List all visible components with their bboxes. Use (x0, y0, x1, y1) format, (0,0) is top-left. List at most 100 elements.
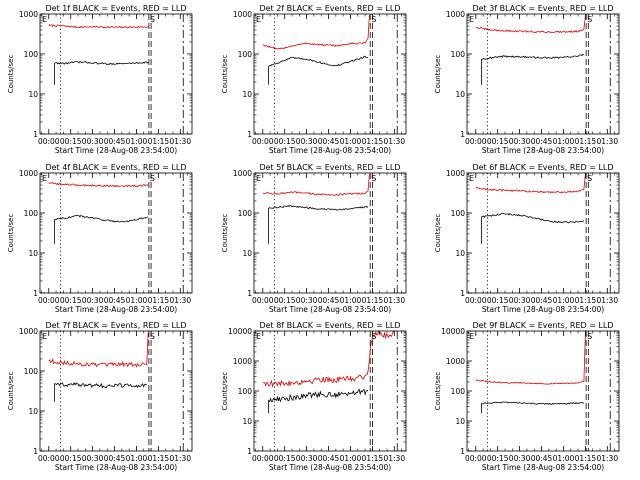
series-red (475, 332, 586, 385)
series-black (54, 381, 148, 402)
y-tick-label: 10 (455, 249, 465, 258)
x-tick-label: 00:15 (60, 296, 82, 305)
x-tick-label: 00:15 (60, 137, 82, 146)
y-tick-label: 1 (247, 289, 252, 298)
panel-det-3: Det 3f BLACK = Events, RED = LLD 1 10 100 10… (434, 4, 620, 155)
series-red (475, 173, 586, 194)
panel-det-4: Det 4f BLACK = Events, RED = LLD 1 10 100 10… (7, 163, 193, 314)
annotation-s: S (587, 332, 592, 341)
x-tick-label: 00:00 (38, 296, 60, 305)
series-black (54, 60, 149, 85)
x-tick-label: 01:30 (169, 137, 191, 146)
y-tick-label: 1 (460, 289, 465, 298)
x-tick-label: 00:30 (296, 296, 318, 305)
plot-frame (39, 13, 193, 135)
series-red (262, 329, 395, 388)
y-tick-label: 10 (242, 90, 252, 99)
panel-title: Det 7f BLACK = Events, RED = LLD (45, 321, 186, 330)
y-tick-label: 100 (451, 387, 466, 396)
panel-det-1: Det 1f BLACK = Events, RED = LLD 1 10 100 10… (7, 4, 193, 155)
x-tick-label: 01:30 (383, 137, 405, 146)
y-tick-label: 100 (24, 209, 39, 218)
x-tick-label: 01:30 (169, 296, 191, 305)
panel-det-6: Det 6f BLACK = Events, RED = LLD 1 10 100 10… (434, 163, 620, 314)
annotation-e: E (42, 15, 47, 24)
y-tick-label: 10 (242, 249, 252, 258)
x-tick-label: 01:30 (169, 454, 191, 463)
x-tick-label: 00:45 (104, 454, 126, 463)
y-tick-label: 1 (33, 289, 38, 298)
plot-frame (39, 172, 193, 294)
x-tick-label: 00:30 (509, 296, 531, 305)
annotation-e: E (42, 332, 47, 341)
x-tick-label: 00:30 (82, 454, 104, 463)
y-tick-label: 10 (455, 417, 465, 426)
y-tick-label: 1000 (19, 10, 38, 19)
series-red (48, 332, 149, 368)
x-tick-label: 00:30 (509, 454, 531, 463)
x-tick-label: 01:00 (553, 454, 575, 463)
series-red (262, 173, 370, 196)
annotation-e: E (256, 15, 261, 24)
y-tick-label: 1 (460, 130, 465, 139)
plot-frame (253, 13, 407, 135)
annotation-s: S (150, 15, 155, 24)
annotation-e: E (256, 332, 261, 341)
y-tick-label: 10 (28, 249, 38, 258)
x-tick-label: 00:15 (487, 137, 509, 146)
x-tick-label: 00:15 (274, 454, 296, 463)
series-black (268, 55, 369, 85)
panel-det-5: Det 5f BLACK = Events, RED = LLD 1 10 100 10… (221, 163, 407, 314)
annotation-s: S (587, 15, 592, 24)
x-tick-label: 00:45 (318, 137, 340, 146)
y-tick-label: 1 (33, 447, 38, 456)
x-axis-label: Start Time (28-Aug-08 23:54:00) (482, 463, 604, 472)
x-tick-label: 00:30 (82, 296, 104, 305)
y-tick-label: 100 (24, 50, 39, 59)
plot-frame (466, 13, 620, 135)
y-axis-label: Counts/sec (7, 214, 15, 253)
plot-frame (466, 330, 620, 452)
y-axis-label: Counts/sec (7, 55, 15, 94)
annotation-s: S (150, 332, 155, 341)
y-tick-label: 10000 (228, 327, 252, 336)
x-tick-label: 01:00 (553, 137, 575, 146)
x-tick-label: 00:00 (38, 454, 60, 463)
x-tick-label: 01:00 (126, 454, 148, 463)
panel-title: Det 5f BLACK = Events, RED = LLD (259, 163, 400, 172)
x-tick-label: 01:15 (148, 454, 170, 463)
x-axis-label: Start Time (28-Aug-08 23:54:00) (269, 305, 391, 314)
plot-frame (39, 330, 193, 452)
x-tick-label: 01:15 (575, 137, 597, 146)
y-axis-label: Counts/sec (221, 55, 229, 94)
x-tick-label: 01:15 (148, 137, 170, 146)
panel-det-2: Det 2f BLACK = Events, RED = LLD 1 10 100 10… (221, 4, 407, 155)
x-tick-label: 00:15 (60, 454, 82, 463)
y-axis-label: Counts/sec (434, 55, 442, 94)
x-tick-label: 00:45 (318, 454, 340, 463)
x-tick-label: 00:45 (104, 296, 126, 305)
x-axis-label: Start Time (28-Aug-08 23:54:00) (482, 305, 604, 314)
x-tick-label: 00:00 (465, 454, 487, 463)
x-tick-label: 01:30 (383, 454, 405, 463)
series-black (481, 53, 585, 85)
x-tick-label: 01:15 (575, 454, 597, 463)
y-tick-label: 10 (28, 90, 38, 99)
y-axis-label: Counts/sec (221, 372, 229, 411)
x-tick-label: 00:15 (274, 296, 296, 305)
series-black (481, 401, 584, 414)
y-tick-label: 100 (451, 50, 466, 59)
x-tick-label: 00:15 (274, 137, 296, 146)
x-tick-label: 00:00 (465, 296, 487, 305)
y-tick-label: 10 (455, 90, 465, 99)
y-tick-label: 100 (238, 387, 253, 396)
panel-title: Det 1f BLACK = Events, RED = LLD (45, 4, 186, 13)
x-tick-label: 00:30 (509, 137, 531, 146)
series-black (268, 204, 369, 244)
annotation-s: S (587, 174, 592, 183)
y-tick-label: 1000 (19, 327, 38, 336)
panel-det-9: Det 9f BLACK = Events, RED = LLD 1 10 100 10… (434, 321, 620, 472)
annotation-e: E (469, 15, 474, 24)
x-tick-label: 01:30 (383, 296, 405, 305)
